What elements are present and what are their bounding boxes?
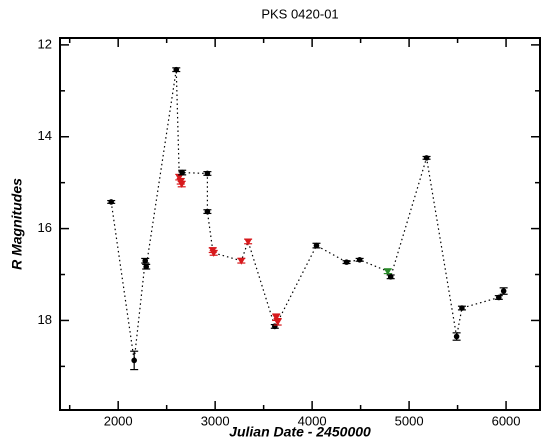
y-tick-label: 14	[38, 128, 52, 143]
plot-frame	[59, 37, 541, 411]
x-tick-label: 3000	[201, 413, 230, 428]
data-point	[173, 66, 180, 73]
data-point	[175, 174, 184, 182]
data-point	[459, 305, 465, 311]
data-point	[273, 318, 282, 326]
x-axis-label: Julian Date - 2450000	[229, 424, 371, 440]
data-point	[244, 238, 253, 246]
chart-title: PKS 0420-01	[261, 6, 338, 21]
data-point	[423, 155, 430, 161]
data-point	[179, 169, 185, 176]
data-point	[237, 257, 246, 265]
data-point	[131, 357, 137, 364]
data-point	[143, 263, 150, 270]
data-point	[343, 259, 350, 265]
data-point	[272, 314, 281, 322]
data-point	[204, 208, 211, 215]
x-tick-label: 2000	[104, 413, 133, 428]
data-point	[453, 333, 460, 340]
data-point	[383, 268, 392, 276]
y-axis-label: R Magnitudes	[9, 178, 25, 270]
y-tick-label: 18	[38, 312, 52, 327]
data-point	[313, 242, 320, 249]
data-point	[209, 249, 218, 257]
data-point	[500, 288, 507, 294]
data-point	[387, 274, 394, 280]
y-tick-label: 16	[38, 220, 52, 235]
light-curve-line	[110, 69, 505, 361]
data-point	[204, 170, 211, 177]
x-tick-label: 6000	[492, 413, 521, 428]
data-point	[142, 257, 149, 264]
x-tick-label: 5000	[395, 413, 424, 428]
data-point	[356, 257, 363, 263]
y-tick-label: 12	[38, 36, 52, 51]
x-tick-label: 4000	[298, 413, 327, 428]
data-point	[108, 199, 114, 205]
data-point	[495, 294, 502, 301]
data-point	[177, 181, 186, 189]
